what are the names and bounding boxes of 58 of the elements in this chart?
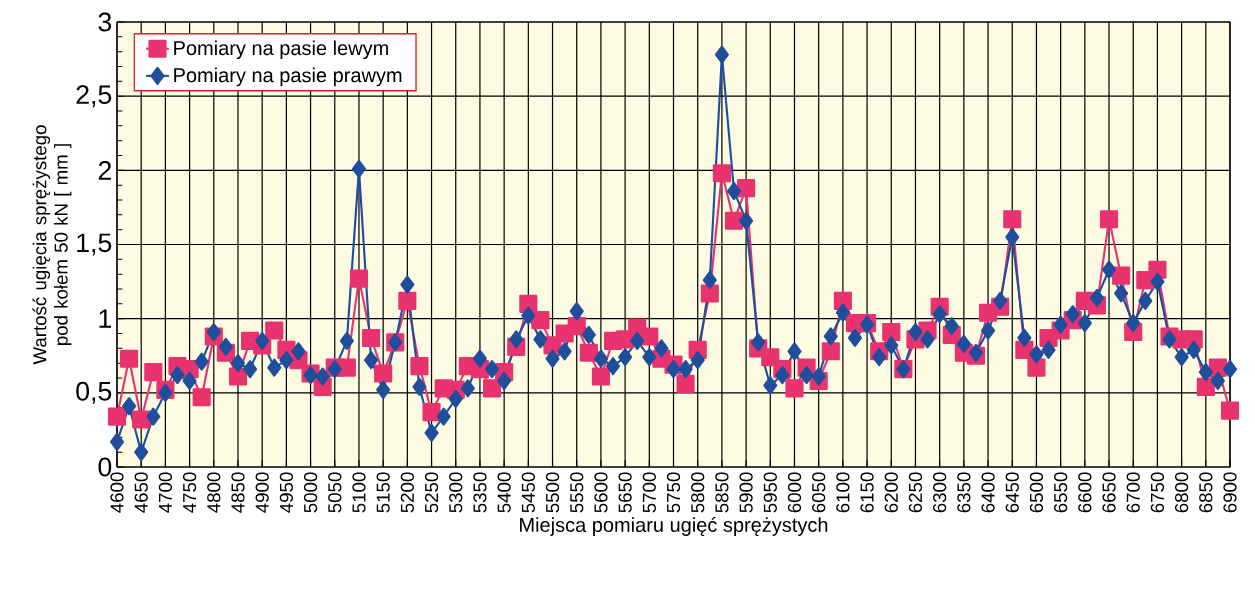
x-tick-label: 5300	[449, 472, 463, 513]
x-tick-label: 5800	[691, 472, 705, 513]
x-tick-label: 5650	[618, 472, 632, 513]
x-tick-label: 4700	[158, 472, 173, 513]
y-tick-label: 2,5	[76, 85, 112, 108]
x-tick-label: 6250	[908, 472, 923, 513]
y-tick-label: 1,5	[77, 233, 112, 256]
y-tick-label: 1	[99, 309, 111, 328]
x-tick-label: 5550	[570, 472, 584, 513]
x-tick-label: 5250	[424, 472, 439, 513]
x-axis-title: Miejsca pomiaru ugięć sprężystych	[520, 517, 828, 536]
x-tick-label: 5700	[642, 472, 656, 513]
x-tick-label: 5900	[739, 472, 753, 513]
y-tick-label: 0	[98, 457, 112, 477]
x-tick-label: 6000	[787, 472, 802, 513]
x-tick-label: 5200	[400, 472, 414, 513]
x-tick-label: 5350	[473, 472, 487, 513]
x-tick-label: 5450	[521, 472, 535, 513]
x-tick-label: 4600	[110, 472, 124, 513]
x-tick-label: 5150	[376, 472, 390, 513]
x-tick-label: 6400	[981, 472, 995, 513]
x-tick-label: 5000	[303, 472, 318, 513]
x-tick-label: 4900	[255, 472, 269, 513]
x-tick-label: 4650	[134, 472, 148, 513]
x-tick-label: 5850	[715, 472, 729, 513]
x-tick-label: 6650	[1102, 472, 1116, 513]
x-tick-label: 5050	[328, 472, 342, 513]
x-tick-label: 4950	[279, 472, 293, 513]
x-tick-label: 6450	[1005, 472, 1019, 513]
x-tick-label: 6300	[933, 472, 947, 513]
legend-label: Pomiary na pasie lewym	[174, 40, 388, 60]
x-tick-label: 6800	[1174, 472, 1189, 513]
x-tick-label: 6150	[860, 472, 874, 513]
x-tick-label: 5500	[545, 472, 560, 513]
x-tick-label: 4800	[207, 472, 221, 513]
x-tick-label: 6850	[1199, 472, 1213, 513]
x-tick-label: 6500	[1029, 472, 1044, 513]
x-tick-label: 4850	[231, 472, 245, 513]
x-tick-label: 5950	[763, 472, 777, 513]
x-tick-label: 4750	[182, 472, 197, 513]
x-tick-label: 6550	[1054, 472, 1068, 513]
y-axis-title: Wartość ugięcia sprężystego pod kołem 50 kN [ mm ]	[32, 125, 72, 365]
x-tick-label: 6100	[836, 472, 850, 513]
legend-label: Pomiary na pasie prawym	[174, 67, 402, 87]
y-tick-label: 3	[98, 12, 112, 32]
y-tick-label: 0,5	[76, 381, 112, 404]
x-tick-label: 5600	[594, 472, 608, 513]
x-tick-label: 6700	[1126, 472, 1140, 513]
x-tick-label: 5100	[352, 472, 366, 513]
x-tick-label: 6200	[884, 472, 898, 513]
x-tick-label: 6350	[957, 472, 971, 513]
x-tick-label: 5750	[666, 472, 681, 513]
x-tick-label: 6750	[1150, 472, 1165, 513]
x-tick-label: 6600	[1078, 472, 1092, 513]
x-tick-label: 6900	[1223, 472, 1237, 513]
x-tick-label: 6050	[812, 472, 826, 513]
x-tick-label: 5400	[497, 472, 511, 513]
y-tick-label: 2	[98, 161, 111, 180]
